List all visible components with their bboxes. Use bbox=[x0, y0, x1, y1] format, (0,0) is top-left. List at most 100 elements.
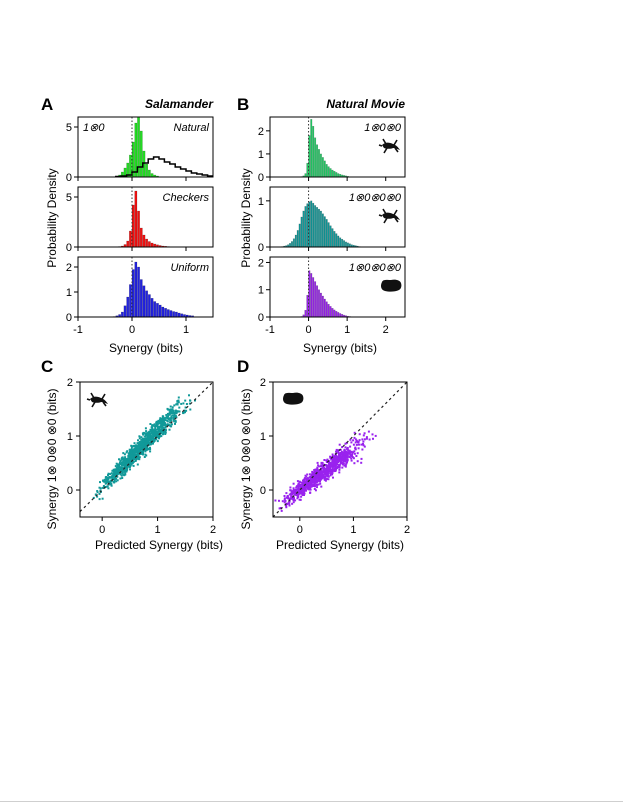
y-tick-label: 1 bbox=[67, 431, 73, 443]
histogram-bar bbox=[339, 237, 342, 248]
scatter-point bbox=[166, 407, 169, 410]
scatter-point bbox=[332, 468, 335, 471]
scatter-point bbox=[348, 451, 351, 454]
scatter-point bbox=[321, 466, 324, 468]
panel-letter-c: C bbox=[41, 357, 53, 376]
scatter-point bbox=[189, 399, 191, 402]
x-tick-label: -1 bbox=[73, 324, 83, 336]
histogram-bar bbox=[331, 308, 334, 318]
scatter-point bbox=[314, 481, 317, 484]
scatter-point bbox=[156, 440, 159, 443]
y-tick-label: 1 bbox=[66, 287, 72, 299]
scatter-point bbox=[327, 465, 329, 468]
scatter-point bbox=[144, 447, 147, 450]
scatter-point bbox=[296, 494, 299, 497]
scatter-point bbox=[151, 426, 153, 429]
scatter-point bbox=[169, 405, 172, 408]
scatter-point bbox=[130, 462, 133, 465]
scatter-point bbox=[145, 443, 148, 446]
scatter-point bbox=[310, 480, 313, 483]
scatter-point bbox=[338, 468, 341, 471]
scatter-point bbox=[162, 433, 164, 436]
histogram-bar bbox=[172, 311, 175, 318]
histogram-bar bbox=[325, 164, 328, 178]
scatter-point bbox=[337, 455, 340, 458]
scatter-point bbox=[113, 468, 116, 471]
scatter-point bbox=[115, 474, 118, 476]
scatter-point bbox=[124, 473, 127, 476]
scatter-point bbox=[306, 481, 309, 484]
scatter-point bbox=[322, 473, 325, 476]
scatter-point bbox=[312, 483, 315, 486]
scatter-point bbox=[175, 410, 178, 413]
scatter-point bbox=[335, 455, 338, 458]
scatter-point bbox=[334, 466, 337, 469]
histogram-bar bbox=[296, 230, 299, 248]
scatter-point bbox=[319, 478, 322, 481]
blob-icon bbox=[283, 392, 304, 405]
histogram-bar bbox=[312, 126, 315, 178]
scatter-point bbox=[343, 448, 346, 451]
panel-a-ylabel: Probability Density bbox=[45, 168, 59, 267]
histogram-bar bbox=[333, 231, 336, 248]
scatter-point bbox=[323, 478, 326, 481]
scatter-point bbox=[99, 487, 102, 490]
x-tick-label: 0 bbox=[297, 524, 303, 536]
histogram-bar bbox=[158, 304, 162, 318]
scatter-point bbox=[102, 480, 105, 483]
scatter-point bbox=[349, 438, 352, 441]
scatter-point bbox=[316, 479, 319, 482]
scatter-point bbox=[137, 439, 139, 442]
subplot-frame bbox=[269, 116, 406, 178]
scatter-point bbox=[154, 426, 157, 429]
scatter-point bbox=[164, 433, 167, 435]
scatter-point bbox=[124, 459, 127, 462]
panel-letter-b: B bbox=[237, 95, 249, 114]
histogram-bar bbox=[321, 213, 324, 248]
histogram-bar bbox=[298, 223, 301, 248]
scatter-point bbox=[322, 469, 325, 472]
subplot-frame bbox=[77, 256, 214, 318]
scatter-point bbox=[306, 480, 309, 483]
scatter-point bbox=[126, 467, 129, 470]
histogram-bar bbox=[289, 243, 292, 248]
scatter-point bbox=[346, 454, 349, 457]
scatter-point bbox=[361, 438, 364, 441]
x-tick-label: 2 bbox=[383, 324, 389, 336]
scatter-point bbox=[180, 402, 183, 405]
scatter-point bbox=[138, 453, 141, 456]
y-tick-label: 2 bbox=[258, 257, 264, 269]
scatter-point bbox=[174, 422, 176, 425]
scatter-point bbox=[338, 453, 340, 456]
scatter-point bbox=[108, 476, 111, 479]
scatter-point bbox=[110, 472, 113, 475]
scatter-point bbox=[308, 476, 311, 479]
scatter-point bbox=[324, 479, 327, 482]
panel-c-scatter: 0 1 2 0 1 2 bbox=[67, 377, 216, 536]
scatter-point bbox=[323, 475, 326, 478]
scatter-point bbox=[116, 464, 119, 466]
scatter-point bbox=[314, 485, 316, 488]
scatter-point bbox=[160, 418, 163, 420]
scatter-point bbox=[168, 424, 171, 427]
panel-b-subplot-2: 0 1 1⊗0⊗0⊗0 bbox=[258, 186, 406, 254]
scatter-point bbox=[101, 486, 104, 489]
scatter-point bbox=[314, 478, 317, 481]
scatter-point bbox=[299, 498, 302, 501]
scatter-point bbox=[346, 447, 349, 450]
scatter-point bbox=[170, 417, 173, 420]
histogram-bar bbox=[120, 311, 124, 318]
scatter-point bbox=[109, 480, 112, 482]
subplot-corner-label: 1⊗0⊗0⊗0 bbox=[349, 192, 402, 204]
scatter-point bbox=[157, 426, 160, 429]
scatter-point bbox=[178, 406, 181, 409]
scatter-point bbox=[314, 489, 317, 492]
scatter-point bbox=[106, 485, 109, 488]
scatter-point bbox=[330, 472, 333, 474]
scatter-point bbox=[107, 474, 109, 477]
scatter-point bbox=[129, 458, 132, 461]
scatter-point bbox=[125, 464, 128, 467]
scatter-point bbox=[295, 485, 298, 488]
scatter-point bbox=[335, 461, 337, 463]
